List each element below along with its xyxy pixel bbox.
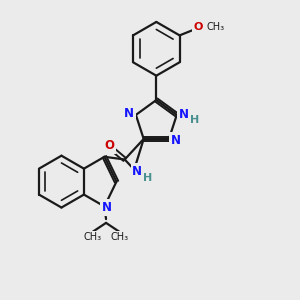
Text: CH₃: CH₃ xyxy=(84,232,102,242)
Text: O: O xyxy=(104,139,114,152)
Text: CH₃: CH₃ xyxy=(110,232,128,242)
Text: N: N xyxy=(124,107,134,120)
Text: O: O xyxy=(193,22,203,32)
Text: H: H xyxy=(190,115,199,124)
Text: CH₃: CH₃ xyxy=(206,22,224,32)
Text: N: N xyxy=(132,165,142,178)
Text: N: N xyxy=(102,201,112,214)
Text: H: H xyxy=(143,173,152,183)
Text: N: N xyxy=(179,108,189,121)
Text: N: N xyxy=(171,134,181,147)
